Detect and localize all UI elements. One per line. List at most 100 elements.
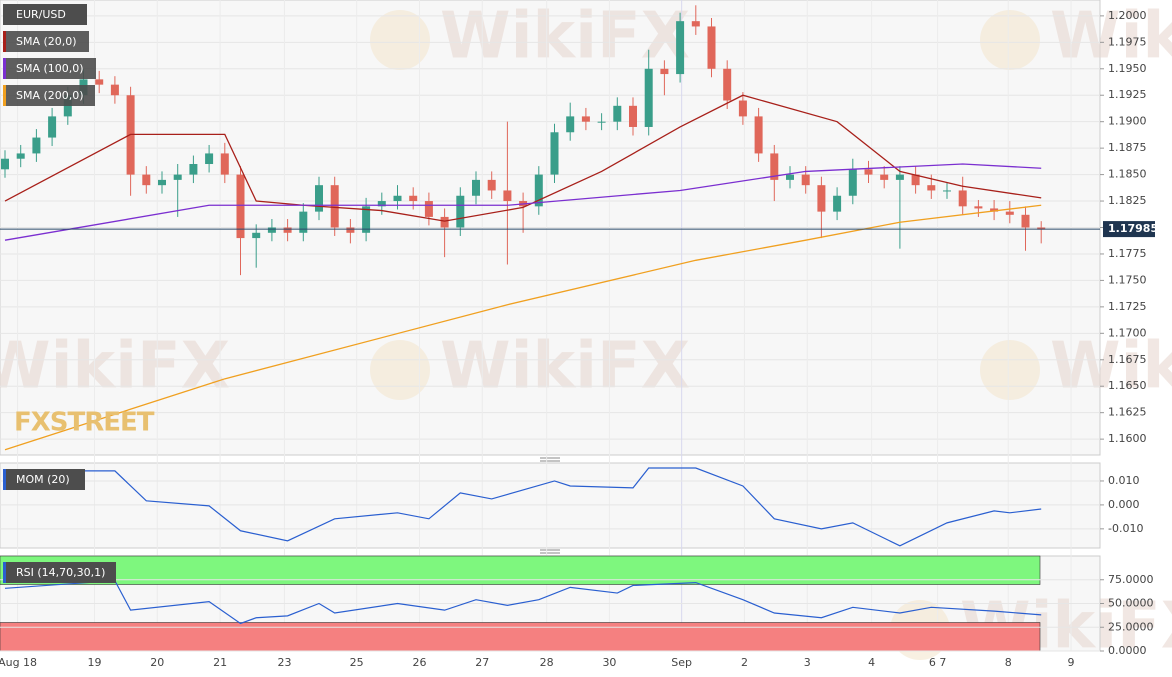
y-tick-label: 1.1875	[1108, 141, 1147, 154]
panel-title: MOM (20)	[16, 473, 70, 486]
candle-body	[644, 68, 653, 127]
splitters	[540, 457, 560, 554]
candle-body	[267, 227, 276, 233]
legend-label: SMA (200,0)	[16, 89, 84, 102]
panel-title: RSI (14,70,30,1)	[16, 566, 105, 579]
candle-body	[676, 21, 685, 75]
indicator-line	[5, 467, 1042, 547]
candle-body	[974, 206, 983, 209]
y-tick-label: 1.1925	[1108, 88, 1147, 101]
y-tick-label: 1.1975	[1108, 35, 1147, 48]
y-tick-label: 1.2000	[1108, 9, 1147, 22]
candle-body	[754, 116, 763, 154]
logo: FXSTREET	[14, 408, 155, 438]
candle-body	[770, 153, 779, 180]
candle-body	[142, 174, 151, 186]
y-tick-label: 75.0000	[1108, 573, 1154, 586]
x-tick-label: 28	[540, 656, 554, 669]
sma-line	[4, 163, 1042, 241]
candle-body	[707, 26, 716, 69]
legend-box	[3, 58, 96, 79]
candle-body	[472, 179, 480, 196]
candle-body	[220, 153, 229, 175]
candle-body	[990, 208, 999, 212]
y-tick-label: 1.1625	[1108, 406, 1147, 419]
last-price-label: 1.17985	[1108, 222, 1158, 235]
candle-body	[880, 174, 889, 180]
y-tick-label: 50.0000	[1108, 597, 1154, 610]
title-swatch	[3, 562, 6, 583]
y-tick-label: 1.1850	[1108, 168, 1147, 181]
candle-body	[362, 206, 371, 233]
y-tick-label: 1.1650	[1108, 379, 1147, 392]
mom-panel	[0, 462, 1101, 549]
title-box	[3, 562, 116, 583]
candle-body	[613, 105, 622, 122]
marks	[0, 5, 1100, 625]
candle-body	[158, 179, 166, 186]
candle-body	[738, 100, 747, 117]
watermark-icon	[370, 340, 430, 400]
x-tick-label: 30	[602, 656, 616, 669]
x-tick-label: Aug 18	[0, 656, 37, 669]
watermark: WikiFX	[0, 330, 230, 404]
title-box	[3, 4, 87, 25]
x-tick-label: 4	[868, 656, 875, 669]
y-tick-label: 25.0000	[1108, 620, 1154, 633]
x-tick-label: 21	[213, 656, 227, 669]
watermark: WikiFX	[1050, 0, 1172, 74]
watermark: WikiFX	[440, 330, 690, 404]
x-tick-label: 25	[350, 656, 364, 669]
candle-body	[1037, 227, 1046, 230]
y-tick-label: 0.000	[1108, 498, 1140, 511]
panel-title: EUR/USD	[16, 8, 66, 21]
candle-body	[723, 68, 732, 101]
x-tick-label: 26	[412, 656, 426, 669]
overlay: FXSTREET 1.2000 1.1975 1.1950 1.1925 1.1900 1.…	[0, 4, 1158, 669]
y-tick-label: 1.1775	[1108, 247, 1147, 260]
grid	[0, 0, 1104, 652]
candle-body	[424, 201, 433, 217]
candle-body	[833, 195, 842, 212]
legend-swatch	[3, 58, 6, 79]
candle-body	[173, 174, 182, 180]
x-tick-label: 20	[150, 656, 164, 669]
last-price-box	[1103, 221, 1155, 238]
candle-body	[16, 153, 25, 159]
candle-body	[927, 185, 936, 191]
x-tick-label: Sep	[671, 656, 692, 669]
y-tick-label: 1.1725	[1108, 300, 1147, 313]
watermark-icon	[370, 10, 430, 70]
candle-body	[786, 174, 794, 180]
candle-body	[895, 174, 904, 180]
candle-body	[189, 164, 198, 175]
candle-body	[691, 21, 700, 27]
legend-box	[3, 85, 95, 106]
candle-body	[440, 216, 449, 228]
candle-body	[801, 174, 810, 186]
candle-body	[393, 195, 402, 202]
y-tick-label: 1.1900	[1108, 115, 1147, 128]
legend-swatch	[3, 85, 6, 106]
candle-body	[32, 137, 41, 154]
legend-label: SMA (20,0)	[16, 35, 77, 48]
candle-body	[848, 169, 857, 196]
candle-body	[48, 116, 57, 138]
candle-body	[503, 190, 512, 202]
candle-body	[377, 201, 386, 207]
candle-body	[597, 121, 606, 123]
candle-body	[943, 190, 951, 192]
x-tick-label: 3	[804, 656, 811, 669]
candle-body	[456, 195, 465, 228]
candle-body	[205, 153, 214, 165]
y-tick-label: 1.1825	[1108, 194, 1147, 207]
candle-body	[330, 185, 339, 228]
y-tick-label: 0.0000	[1108, 644, 1147, 657]
candle-body	[315, 185, 323, 212]
watermark-icon	[980, 340, 1040, 400]
candle-body	[629, 105, 637, 127]
candle-body	[110, 84, 119, 96]
candle-body	[95, 79, 104, 85]
title-box	[3, 469, 85, 490]
